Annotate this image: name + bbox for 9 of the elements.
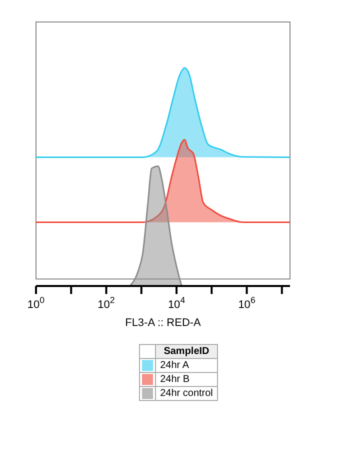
x-tick-label: 10$^{0}$ (27, 295, 45, 311)
legend-label: 24hr B (156, 372, 218, 386)
legend-label: 24hr control (156, 386, 218, 400)
legend-title: SampleID (156, 344, 218, 358)
legend-label: 24hr A (156, 358, 218, 372)
x-axis-title: FL3-A :: RED-A (125, 317, 202, 329)
x-tick-label: 10$^{6}$ (238, 295, 256, 311)
x-tick-label: 10$^{2}$ (98, 295, 115, 311)
x-tick-label: 10$^{4}$ (168, 295, 186, 311)
